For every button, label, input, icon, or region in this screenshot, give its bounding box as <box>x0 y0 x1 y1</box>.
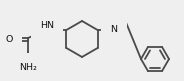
Text: NH₂: NH₂ <box>19 63 37 72</box>
Text: HN: HN <box>40 21 54 31</box>
Text: N: N <box>110 24 117 34</box>
Text: O: O <box>5 35 13 44</box>
